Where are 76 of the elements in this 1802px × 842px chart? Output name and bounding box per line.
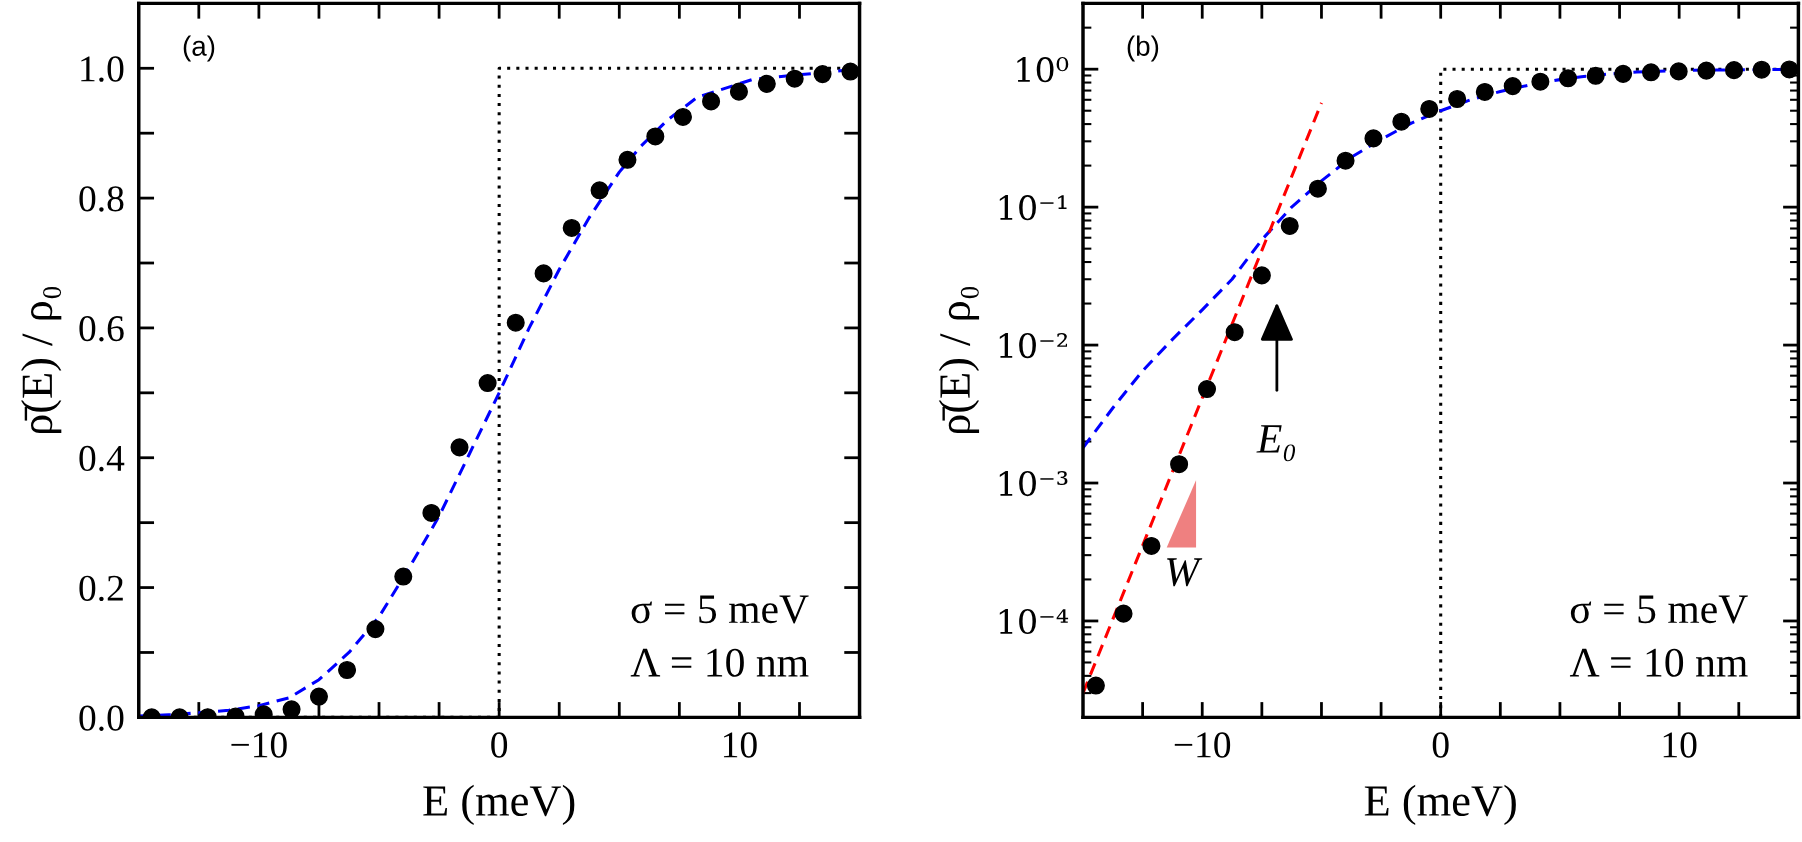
point — [1752, 60, 1771, 79]
point — [366, 620, 385, 639]
x-tick-label: 0 — [1432, 732, 1449, 758]
y-tick-label: 0.4 — [79, 445, 125, 472]
point — [1170, 455, 1189, 474]
point — [1559, 69, 1578, 88]
x-axis-title: E (meV) — [1364, 784, 1516, 826]
point — [1197, 380, 1217, 399]
y-tick-label: 1.0 — [81, 56, 124, 82]
y-tick-label: 0.6 — [79, 315, 124, 342]
point — [478, 374, 497, 393]
x-axis-title: E (meV) — [423, 784, 575, 826]
point — [813, 65, 832, 84]
y-tick-label: 10⁻² — [999, 333, 1068, 359]
annotation: Λ = 10 nm — [630, 648, 809, 677]
point — [1252, 266, 1271, 285]
point — [562, 218, 581, 237]
y-tick-label: 0.8 — [79, 186, 124, 212]
point — [618, 150, 637, 169]
annotation: (b) — [1127, 35, 1159, 62]
annotation: Λ = 10 nm — [1569, 648, 1748, 677]
point — [785, 69, 804, 88]
point — [1364, 129, 1383, 148]
y-tick-label: 0.2 — [79, 575, 123, 602]
annotation: W — [1167, 558, 1203, 587]
y-tick-label: 0.0 — [79, 705, 124, 731]
point — [702, 92, 721, 111]
point — [1336, 151, 1355, 170]
y-tick-label: 10⁻⁴ — [999, 608, 1069, 635]
point — [646, 127, 665, 146]
point — [1392, 112, 1411, 131]
point — [1503, 77, 1522, 96]
x-tick-label: 0 — [491, 732, 508, 758]
point — [1614, 64, 1633, 83]
point — [1641, 63, 1661, 82]
point — [1114, 604, 1133, 623]
annotation: σ = 5 meV — [631, 595, 809, 624]
point — [1142, 536, 1161, 555]
annotation: (a) — [183, 35, 215, 62]
point — [1697, 61, 1716, 80]
point — [673, 107, 692, 126]
point — [1475, 82, 1494, 101]
point — [534, 264, 553, 283]
point — [841, 62, 860, 81]
point — [450, 438, 469, 457]
point — [506, 313, 525, 332]
point — [1586, 66, 1605, 85]
point — [757, 74, 776, 93]
y-tick-label: 10⁰ — [1017, 57, 1069, 83]
point — [729, 82, 748, 101]
point — [1225, 323, 1244, 342]
point — [1086, 676, 1105, 695]
point — [422, 503, 441, 522]
x-tick-label: −10 — [1174, 732, 1231, 758]
point — [1531, 72, 1550, 91]
annotation: σ = 5 meV — [1570, 595, 1748, 624]
point — [1280, 216, 1299, 236]
point — [1669, 62, 1688, 81]
point — [282, 700, 301, 718]
point — [1308, 179, 1327, 198]
point — [1724, 61, 1744, 80]
point — [1420, 99, 1439, 118]
x-tick-label: −10 — [231, 732, 287, 758]
x-tick-label: 10 — [723, 732, 757, 758]
x-tick-label: 10 — [1663, 732, 1697, 758]
point — [309, 687, 328, 706]
y-axis-title: ρ̄(E) / ρ₀ — [21, 286, 62, 434]
y-tick-label: 10⁻¹ — [999, 195, 1067, 221]
annotation: E₀ — [1256, 425, 1296, 462]
point — [1780, 60, 1799, 79]
point — [338, 660, 357, 680]
y-tick-label: 10⁻³ — [999, 470, 1068, 497]
y-axis-title: ρ̄(E) / ρ₀ — [938, 286, 980, 434]
point — [1448, 89, 1467, 109]
point — [590, 181, 609, 200]
point — [394, 567, 413, 586]
